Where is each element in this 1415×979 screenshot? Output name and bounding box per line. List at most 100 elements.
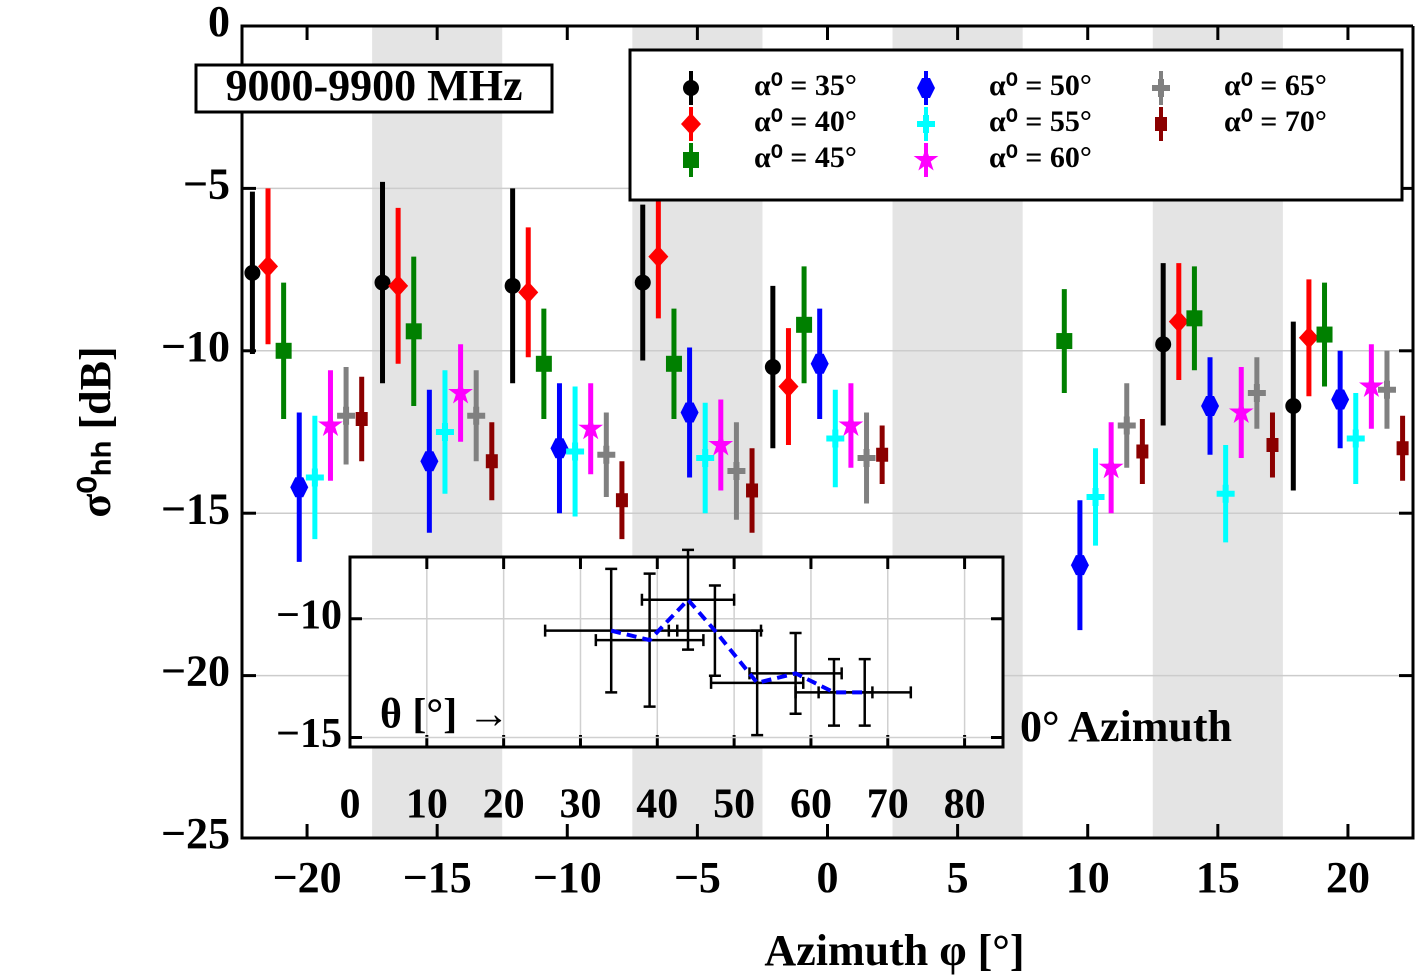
y-tick-label: −5 bbox=[183, 159, 230, 208]
x-axis-label: Azimuth φ [°] bbox=[764, 926, 1024, 975]
marker bbox=[665, 355, 682, 372]
marker bbox=[1346, 429, 1365, 448]
marker bbox=[727, 461, 746, 480]
marker bbox=[1331, 389, 1350, 410]
marker bbox=[566, 442, 585, 461]
legend: α⁰ = 35°α⁰ = 40°α⁰ = 45° α⁰ = 50°α⁰ = 55°… bbox=[628, 48, 1404, 202]
marker bbox=[696, 448, 715, 467]
marker bbox=[1070, 555, 1089, 576]
legend-marker bbox=[917, 115, 935, 133]
marker bbox=[1298, 326, 1319, 349]
y-tick-label: −10 bbox=[276, 592, 342, 638]
legend-label: α⁰ = 70° bbox=[1224, 105, 1327, 138]
marker bbox=[1136, 444, 1149, 459]
mean-line bbox=[610, 596, 865, 695]
marker bbox=[764, 359, 781, 376]
x-tick-label: 60 bbox=[790, 782, 832, 828]
legend-label: α⁰ = 45° bbox=[754, 141, 857, 174]
marker bbox=[467, 406, 486, 425]
x-tick-label: 20 bbox=[483, 782, 525, 828]
y-tick-label: −25 bbox=[161, 809, 230, 858]
marker bbox=[1247, 384, 1266, 403]
marker bbox=[810, 353, 829, 374]
x-tick-label: 40 bbox=[636, 782, 678, 828]
marker bbox=[615, 493, 628, 508]
marker bbox=[1168, 310, 1189, 333]
x-tick-label: 15 bbox=[1196, 853, 1240, 902]
marker bbox=[1056, 333, 1073, 350]
inset-x-label: θ [°] → bbox=[380, 692, 510, 738]
x-tick-label: −10 bbox=[533, 853, 602, 902]
marker bbox=[578, 415, 604, 440]
marker bbox=[305, 468, 324, 487]
marker bbox=[826, 429, 845, 448]
annotation: 9000-9900 MHz bbox=[226, 61, 523, 110]
x-tick-label: −15 bbox=[403, 853, 472, 902]
annotation: 0° Azimuth bbox=[1020, 702, 1232, 751]
marker bbox=[374, 274, 391, 291]
legend-marker bbox=[1152, 79, 1170, 97]
legend-label: α⁰ = 40° bbox=[754, 105, 857, 138]
marker bbox=[1396, 441, 1409, 456]
legend-label: α⁰ = 35° bbox=[754, 69, 857, 102]
marker bbox=[448, 380, 473, 404]
marker bbox=[1377, 380, 1396, 399]
marker bbox=[420, 451, 439, 472]
y-tick-label: 0 bbox=[208, 0, 230, 46]
legend-marker bbox=[683, 152, 699, 168]
marker bbox=[796, 316, 813, 333]
marker bbox=[1186, 310, 1203, 327]
y-tick-label: −15 bbox=[161, 484, 230, 533]
y-tick-label: −20 bbox=[161, 647, 230, 696]
legend-label: α⁰ = 60° bbox=[989, 141, 1092, 174]
y-tick-label: −15 bbox=[276, 711, 342, 757]
marker bbox=[648, 245, 669, 268]
marker bbox=[680, 402, 699, 423]
legend-box bbox=[628, 48, 1404, 202]
annotation-box bbox=[194, 63, 554, 114]
marker bbox=[355, 412, 368, 427]
marker bbox=[550, 438, 569, 459]
marker bbox=[778, 375, 799, 398]
marker bbox=[1086, 487, 1105, 506]
marker bbox=[275, 342, 292, 359]
marker bbox=[435, 423, 454, 441]
legend-label: α⁰ = 50° bbox=[989, 69, 1092, 102]
inset-frame bbox=[348, 555, 1005, 749]
marker bbox=[1155, 336, 1172, 353]
marker bbox=[1285, 398, 1302, 415]
marker bbox=[708, 431, 734, 456]
marker bbox=[1098, 454, 1124, 479]
marker bbox=[485, 454, 498, 469]
x-tick-label: 10 bbox=[406, 782, 448, 828]
x-tick-label: 70 bbox=[867, 782, 909, 828]
x-tick-label: 50 bbox=[713, 782, 755, 828]
marker bbox=[337, 406, 356, 425]
x-tick-label: 80 bbox=[944, 782, 986, 828]
marker bbox=[876, 447, 889, 462]
legend-marker bbox=[1155, 117, 1167, 131]
marker bbox=[258, 255, 279, 278]
marker bbox=[1266, 437, 1279, 452]
legend-marker bbox=[917, 78, 935, 98]
marker bbox=[504, 277, 521, 294]
marker bbox=[388, 274, 409, 297]
x-tick-label: −5 bbox=[674, 853, 721, 902]
legend-marker bbox=[683, 80, 699, 96]
marker bbox=[597, 445, 616, 464]
marker bbox=[1201, 396, 1220, 417]
x-tick-label: 5 bbox=[947, 853, 969, 902]
inset-background bbox=[350, 557, 1003, 747]
marker bbox=[1359, 373, 1384, 398]
marker bbox=[1216, 484, 1235, 503]
x-tick-label: 20 bbox=[1326, 853, 1370, 902]
marker bbox=[535, 355, 552, 372]
marker bbox=[1228, 399, 1254, 424]
x-tick-label: 0 bbox=[817, 853, 839, 902]
x-tick-label: −20 bbox=[273, 853, 342, 902]
marker bbox=[518, 281, 539, 304]
x-tick-label: 30 bbox=[559, 782, 601, 828]
legend-marker bbox=[681, 113, 701, 135]
marker bbox=[857, 448, 876, 467]
